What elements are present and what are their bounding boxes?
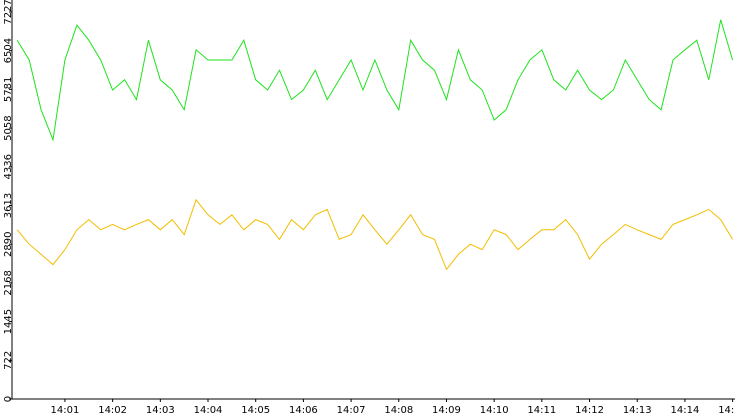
- x-tick-label: 14:04: [194, 405, 223, 415]
- series-line: [16, 198, 734, 271]
- y-tick-label: 1445: [3, 309, 14, 334]
- x-tick-label: 14:10: [480, 405, 509, 415]
- y-tick-label: 722: [3, 351, 14, 370]
- y-tick-label: 0: [3, 396, 14, 402]
- y-tick-label: 2890: [3, 231, 14, 256]
- y-tick-label: 2168: [3, 270, 14, 295]
- x-tick-label: 14:05: [241, 405, 270, 415]
- y-tick-label: 4336: [3, 154, 14, 179]
- x-tick-label: 14:12: [575, 405, 604, 415]
- y-tick-label: 7227: [3, 0, 14, 25]
- x-tick-label: 14:03: [146, 405, 175, 415]
- x-tick-label: 14:01: [51, 405, 80, 415]
- y-tick-label: 5781: [3, 77, 14, 102]
- x-tick-label: 14:13: [623, 405, 652, 415]
- y-tick-label: 5058: [3, 115, 14, 140]
- x-tick-label: 14:09: [432, 405, 461, 415]
- y-tick-label: 3613: [3, 193, 14, 218]
- x-tick-label: 14:15: [718, 405, 735, 415]
- x-tick-label: 14:02: [98, 405, 127, 415]
- x-tick-label: 14:08: [384, 405, 413, 415]
- series-line: [16, 19, 734, 142]
- x-tick-label: 14:11: [527, 405, 556, 415]
- x-tick-label: 14:07: [337, 405, 366, 415]
- y-tick-label: 6504: [3, 38, 14, 63]
- x-tick-label: 14:06: [289, 405, 318, 415]
- x-tick-label: 14:14: [671, 405, 700, 415]
